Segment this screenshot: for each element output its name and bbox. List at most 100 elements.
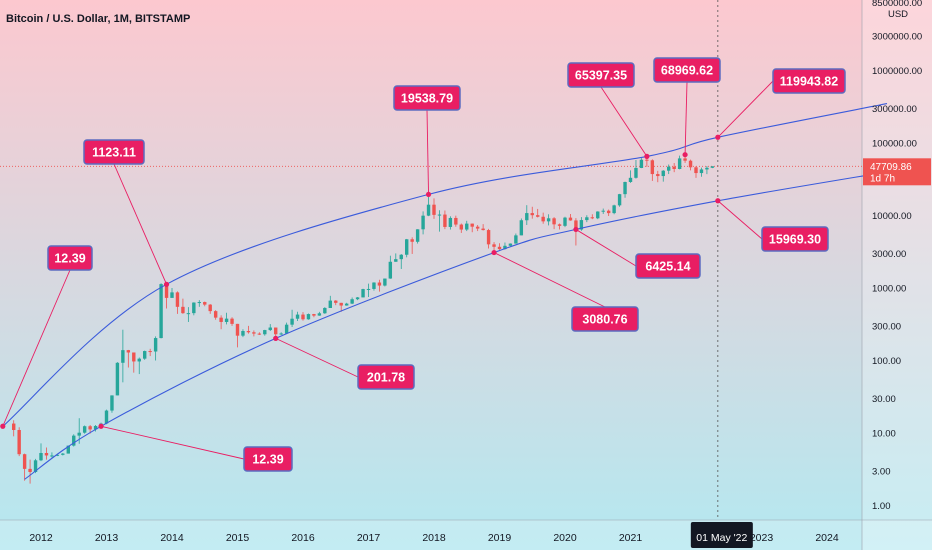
candle[interactable] [601, 208, 605, 214]
candle[interactable] [170, 288, 174, 298]
candle[interactable] [672, 163, 676, 173]
candle[interactable] [268, 324, 272, 332]
candle[interactable] [667, 164, 671, 175]
candle[interactable] [699, 167, 704, 177]
candle[interactable] [541, 212, 545, 224]
candle[interactable] [246, 325, 251, 334]
candle[interactable] [93, 424, 98, 432]
candle[interactable] [694, 166, 698, 178]
candle[interactable] [497, 243, 502, 250]
candle[interactable] [454, 215, 458, 227]
candle[interactable] [257, 332, 262, 335]
candle[interactable] [394, 253, 398, 262]
price-callout[interactable]: 12.39 [47, 245, 93, 271]
candle[interactable] [22, 453, 27, 481]
candle[interactable] [525, 205, 529, 225]
candle[interactable] [568, 213, 573, 221]
candle[interactable] [132, 352, 136, 373]
candle[interactable] [263, 329, 267, 336]
candle[interactable] [317, 311, 322, 316]
price-callout[interactable]: 15969.30 [761, 226, 829, 252]
candle[interactable] [590, 214, 594, 220]
candle[interactable] [126, 349, 131, 368]
candle[interactable] [383, 278, 387, 287]
candle[interactable] [115, 362, 120, 396]
candle[interactable] [181, 298, 185, 314]
candle[interactable] [563, 216, 567, 228]
candle[interactable] [175, 291, 180, 314]
candle[interactable] [612, 204, 616, 215]
candle[interactable] [372, 282, 376, 291]
candle[interactable] [208, 304, 212, 314]
candle[interactable] [486, 228, 491, 249]
candle[interactable] [186, 307, 191, 322]
candle[interactable] [628, 170, 633, 183]
candle[interactable] [148, 348, 152, 357]
candle[interactable] [437, 210, 442, 232]
candle[interactable] [301, 312, 305, 321]
candle[interactable] [50, 452, 54, 458]
candle[interactable] [536, 208, 540, 218]
candle[interactable] [61, 452, 65, 456]
candle[interactable] [448, 216, 453, 230]
candle[interactable] [279, 332, 283, 335]
candle[interactable] [361, 288, 365, 298]
candle[interactable] [328, 295, 332, 308]
candle[interactable] [639, 158, 644, 169]
candle[interactable] [17, 427, 21, 457]
candle[interactable] [546, 214, 551, 226]
candle[interactable] [44, 447, 49, 460]
candle[interactable] [213, 310, 218, 320]
candle[interactable] [530, 206, 534, 219]
candle[interactable] [153, 336, 158, 361]
price-callout[interactable]: 65397.35 [567, 62, 635, 88]
candle[interactable] [121, 329, 125, 383]
candle[interactable] [415, 229, 420, 244]
price-callout[interactable]: 3080.76 [571, 306, 639, 332]
candle[interactable] [197, 300, 201, 307]
candle[interactable] [514, 233, 518, 244]
candle[interactable] [585, 215, 589, 223]
candle[interactable] [72, 434, 76, 447]
candle[interactable] [159, 283, 163, 339]
candle[interactable] [12, 420, 16, 437]
candle[interactable] [290, 309, 294, 327]
candle[interactable] [82, 425, 87, 434]
candle[interactable] [39, 443, 43, 462]
candle[interactable] [241, 329, 245, 338]
candle[interactable] [410, 237, 414, 254]
candle[interactable] [377, 279, 382, 292]
candle[interactable] [623, 181, 627, 198]
candle[interactable] [192, 302, 196, 316]
candle[interactable] [339, 302, 343, 312]
candle[interactable] [459, 223, 463, 233]
candle[interactable] [143, 350, 147, 360]
candle[interactable] [164, 283, 169, 309]
candle[interactable] [312, 313, 316, 318]
candle[interactable] [677, 155, 682, 170]
candle[interactable] [104, 409, 109, 425]
candle[interactable] [295, 311, 300, 322]
candle[interactable] [203, 301, 207, 307]
candle[interactable] [426, 194, 431, 217]
candle[interactable] [323, 307, 327, 314]
candle[interactable] [110, 395, 114, 413]
candle[interactable] [388, 255, 393, 279]
price-callout[interactable]: 1123.11 [83, 139, 145, 165]
candle[interactable] [661, 170, 665, 182]
candle[interactable] [421, 211, 425, 235]
candle[interactable] [366, 283, 371, 298]
candle[interactable] [606, 209, 611, 216]
candle[interactable] [252, 330, 256, 337]
candle[interactable] [634, 159, 638, 179]
candle[interactable] [224, 312, 229, 325]
candle[interactable] [688, 159, 693, 171]
candle[interactable] [344, 302, 349, 306]
candle[interactable] [552, 217, 556, 230]
candle[interactable] [465, 220, 469, 232]
candle[interactable] [230, 317, 234, 326]
candle[interactable] [443, 210, 447, 230]
price-callout[interactable]: 6425.14 [635, 253, 701, 279]
candle[interactable] [432, 198, 436, 219]
